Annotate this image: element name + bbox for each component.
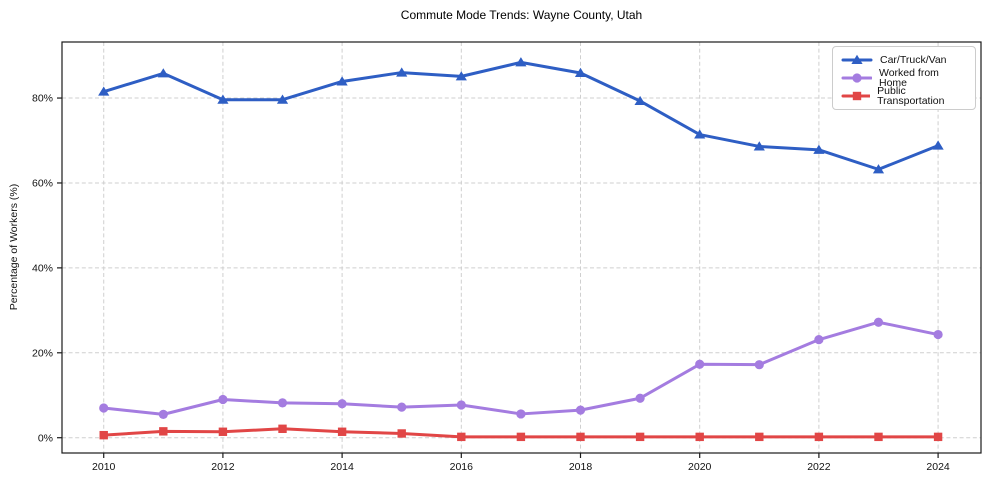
legend-item-worked-from-home: Worked from Home <box>841 66 967 89</box>
y-tick-label: 60% <box>32 178 53 190</box>
y-axis: 0% 20% 40% 60% 80% <box>32 93 62 444</box>
legend: Car/Truck/Van Worked from Home Public Tr… <box>832 46 976 110</box>
x-tick-label: 2020 <box>688 461 712 473</box>
y-axis-label: Percentage of Workers (%) <box>8 183 20 311</box>
series-car-truck-van <box>98 57 944 174</box>
x-tick-label: 2010 <box>92 461 116 473</box>
legend-label: Worked from Home <box>879 66 939 89</box>
circle-line-icon <box>841 73 872 83</box>
legend-item-car-truck-van: Car/Truck/Van <box>841 52 967 68</box>
legend-label: Car/Truck/Van <box>880 53 947 66</box>
x-tick-label: 2014 <box>330 461 354 473</box>
y-tick-label: 0% <box>38 432 53 444</box>
y-tick-label: 80% <box>32 93 53 105</box>
legend-item-public-transportation: Public Transportation <box>841 84 967 107</box>
plot-border <box>61 41 982 454</box>
x-tick-label: 2018 <box>569 461 593 473</box>
x-axis: 2010 2012 2014 2016 2018 2020 2022 2024 <box>92 453 950 473</box>
x-tick-label: 2016 <box>450 461 474 473</box>
x-tick-label: 2024 <box>926 461 950 473</box>
y-tick-label: 20% <box>32 347 53 359</box>
x-tick-label: 2012 <box>211 461 235 473</box>
y-tick-label: 40% <box>32 262 53 274</box>
legend-label: Public Transportation <box>877 84 945 107</box>
series-public-transportation <box>99 424 943 442</box>
gridlines <box>62 42 981 453</box>
triangle-line-icon <box>841 54 873 64</box>
x-tick-label: 2022 <box>807 461 831 473</box>
series-worked-from-home <box>99 317 943 419</box>
square-line-icon <box>841 91 871 101</box>
chart-title: Commute Mode Trends: Wayne County, Utah <box>400 8 643 22</box>
